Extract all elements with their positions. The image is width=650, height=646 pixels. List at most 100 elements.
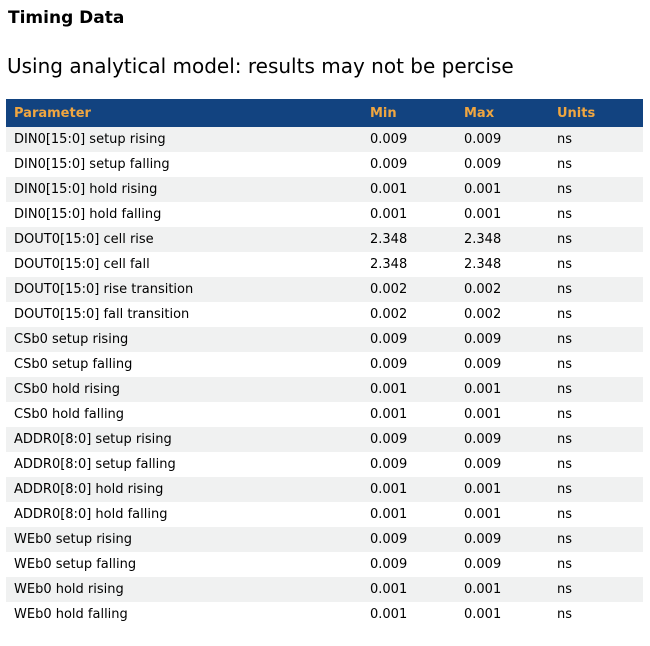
table-row: DIN0[15:0] setup falling 0.009 0.009 ns — [6, 152, 643, 177]
min-cell: 2.348 — [362, 252, 456, 277]
max-cell: 0.001 — [456, 402, 549, 427]
table-row: CSb0 hold rising 0.001 0.001 ns — [6, 377, 643, 402]
table-row: DOUT0[15:0] fall transition 0.002 0.002 ns — [6, 302, 643, 327]
table-row: WEb0 hold rising 0.001 0.001 ns — [6, 577, 643, 602]
timing-data-table: Parameter Min Max Units DIN0[15:0] setup… — [6, 99, 643, 627]
table-row: DOUT0[15:0] cell rise 2.348 2.348 ns — [6, 227, 643, 252]
table-row: DOUT0[15:0] cell fall 2.348 2.348 ns — [6, 252, 643, 277]
min-cell: 0.001 — [362, 502, 456, 527]
min-cell: 0.001 — [362, 602, 456, 627]
param-cell: WEb0 hold rising — [6, 577, 362, 602]
min-cell: 0.001 — [362, 177, 456, 202]
units-cell: ns — [549, 577, 643, 602]
min-cell: 0.002 — [362, 277, 456, 302]
report-page: Timing Data Using analytical model: resu… — [6, 8, 643, 627]
param-cell: WEb0 setup falling — [6, 552, 362, 577]
table-row: WEb0 hold falling 0.001 0.001 ns — [6, 602, 643, 627]
param-cell: ADDR0[8:0] setup falling — [6, 452, 362, 477]
units-cell: ns — [549, 377, 643, 402]
max-cell: 0.009 — [456, 452, 549, 477]
param-cell: DOUT0[15:0] fall transition — [6, 302, 362, 327]
units-cell: ns — [549, 402, 643, 427]
min-cell: 0.009 — [362, 127, 456, 152]
table-row: WEb0 setup falling 0.009 0.009 ns — [6, 552, 643, 577]
units-cell: ns — [549, 327, 643, 352]
min-cell: 0.001 — [362, 402, 456, 427]
max-cell: 0.001 — [456, 377, 549, 402]
param-cell: DOUT0[15:0] cell rise — [6, 227, 362, 252]
min-cell: 0.009 — [362, 327, 456, 352]
param-cell: CSb0 setup rising — [6, 327, 362, 352]
min-cell: 0.001 — [362, 577, 456, 602]
max-cell: 0.009 — [456, 127, 549, 152]
param-cell: WEb0 hold falling — [6, 602, 362, 627]
units-cell: ns — [549, 427, 643, 452]
param-cell: DOUT0[15:0] cell fall — [6, 252, 362, 277]
min-cell: 0.009 — [362, 527, 456, 552]
table-row: DIN0[15:0] hold rising 0.001 0.001 ns — [6, 177, 643, 202]
param-cell: DIN0[15:0] hold falling — [6, 202, 362, 227]
units-cell: ns — [549, 127, 643, 152]
max-cell: 0.001 — [456, 177, 549, 202]
units-cell: ns — [549, 352, 643, 377]
page-title: Timing Data — [8, 8, 125, 28]
units-cell: ns — [549, 477, 643, 502]
table-row: WEb0 setup rising 0.009 0.009 ns — [6, 527, 643, 552]
table-header: Parameter Min Max Units — [6, 99, 643, 127]
units-cell: ns — [549, 277, 643, 302]
param-cell: ADDR0[8:0] hold falling — [6, 502, 362, 527]
min-cell: 0.009 — [362, 552, 456, 577]
param-cell: CSb0 hold rising — [6, 377, 362, 402]
units-cell: ns — [549, 202, 643, 227]
param-cell: DIN0[15:0] hold rising — [6, 177, 362, 202]
table-row: DOUT0[15:0] rise transition 0.002 0.002 ns — [6, 277, 643, 302]
min-cell: 0.009 — [362, 152, 456, 177]
max-cell: 0.009 — [456, 527, 549, 552]
param-cell: CSb0 setup falling — [6, 352, 362, 377]
units-cell: ns — [549, 452, 643, 477]
min-cell: 2.348 — [362, 227, 456, 252]
table-row: DIN0[15:0] setup rising 0.009 0.009 ns — [6, 127, 643, 152]
units-cell: ns — [549, 177, 643, 202]
table-header-row: Parameter Min Max Units — [6, 99, 643, 127]
min-cell: 0.009 — [362, 452, 456, 477]
page-subtitle: Using analytical model: results may not … — [7, 54, 514, 78]
units-cell: ns — [549, 602, 643, 627]
param-cell: CSb0 hold falling — [6, 402, 362, 427]
table-row: ADDR0[8:0] hold falling 0.001 0.001 ns — [6, 502, 643, 527]
max-cell: 2.348 — [456, 252, 549, 277]
param-cell: ADDR0[8:0] hold rising — [6, 477, 362, 502]
units-cell: ns — [549, 152, 643, 177]
max-cell: 0.009 — [456, 352, 549, 377]
max-cell: 0.009 — [456, 427, 549, 452]
table-row: ADDR0[8:0] setup falling 0.009 0.009 ns — [6, 452, 643, 477]
table-row: ADDR0[8:0] hold rising 0.001 0.001 ns — [6, 477, 643, 502]
param-cell: WEb0 setup rising — [6, 527, 362, 552]
min-cell: 0.001 — [362, 377, 456, 402]
max-cell: 0.009 — [456, 552, 549, 577]
max-cell: 0.001 — [456, 602, 549, 627]
param-cell: DIN0[15:0] setup falling — [6, 152, 362, 177]
max-cell: 0.009 — [456, 327, 549, 352]
table-row: CSb0 hold falling 0.001 0.001 ns — [6, 402, 643, 427]
max-cell: 2.348 — [456, 227, 549, 252]
param-cell: ADDR0[8:0] setup rising — [6, 427, 362, 452]
units-cell: ns — [549, 502, 643, 527]
units-cell: ns — [549, 227, 643, 252]
column-header-units: Units — [549, 99, 643, 127]
table-row: DIN0[15:0] hold falling 0.001 0.001 ns — [6, 202, 643, 227]
table-row: CSb0 setup falling 0.009 0.009 ns — [6, 352, 643, 377]
units-cell: ns — [549, 527, 643, 552]
max-cell: 0.002 — [456, 302, 549, 327]
max-cell: 0.001 — [456, 202, 549, 227]
min-cell: 0.001 — [362, 202, 456, 227]
column-header-max: Max — [456, 99, 549, 127]
max-cell: 0.001 — [456, 477, 549, 502]
table-body: DIN0[15:0] setup rising 0.009 0.009 ns DIN0[… — [6, 127, 643, 627]
param-cell: DIN0[15:0] setup rising — [6, 127, 362, 152]
table-row: CSb0 setup rising 0.009 0.009 ns — [6, 327, 643, 352]
min-cell: 0.009 — [362, 427, 456, 452]
max-cell: 0.001 — [456, 577, 549, 602]
units-cell: ns — [549, 552, 643, 577]
table-row: ADDR0[8:0] setup rising 0.009 0.009 ns — [6, 427, 643, 452]
